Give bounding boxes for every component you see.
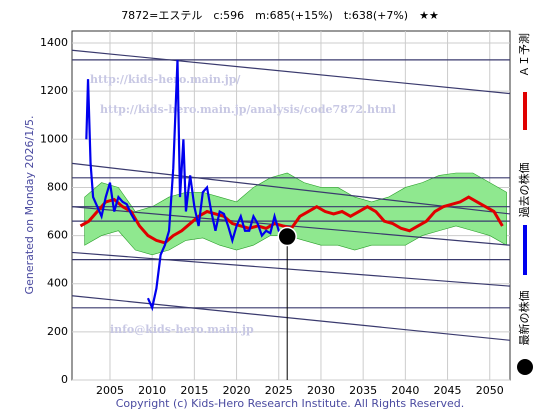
y-tick-label: 200 — [47, 325, 68, 338]
legend-label: ＡＩ予測 — [517, 33, 531, 77]
legend-swatch — [517, 359, 533, 375]
x-tick-label: 2005 — [96, 384, 124, 397]
legend-label: 最新の株価 — [517, 291, 531, 346]
x-tick-label: 2025 — [265, 384, 293, 397]
x-tick-label: 2040 — [391, 384, 419, 397]
footer: Copyright (c) Kids-Hero Research Institu… — [116, 397, 465, 410]
y-tick-label: 600 — [47, 229, 68, 242]
latest-point — [277, 226, 297, 247]
trend-line — [71, 295, 511, 341]
series-line — [85, 59, 284, 312]
watermark: http://kids-hero.main.jp/analysis/code78… — [100, 103, 396, 116]
y-tick-label: 1000 — [40, 132, 68, 145]
x-tick-label: 2010 — [138, 384, 166, 397]
watermark: info@kids-hero.main.jp — [110, 323, 254, 336]
chart-title: 7872=エステル c:596 m:685(+15%) t:638(+7%) ★… — [121, 9, 439, 22]
trend-line — [71, 162, 511, 215]
x-tick-label: 2050 — [476, 384, 504, 397]
trend-line — [71, 206, 511, 246]
trend-line — [71, 49, 511, 95]
y-tick-label: 0 — [61, 373, 68, 386]
y-tick-label: 1400 — [40, 36, 68, 49]
watermark: http://kids-hero.main.jp/ — [90, 73, 241, 86]
y-axis-label: Generated on Monday 2026/1/5. — [23, 116, 36, 295]
y-tick-label: 400 — [47, 277, 68, 290]
trend-line — [71, 251, 511, 287]
x-tick-label: 2045 — [434, 384, 462, 397]
x-tick-label: 2035 — [349, 384, 377, 397]
x-tick-label: 2020 — [223, 384, 251, 397]
x-tick-label: 2030 — [307, 384, 335, 397]
x-tick-label: 2015 — [180, 384, 208, 397]
y-tick-label: 1200 — [40, 84, 68, 97]
legend-label: 過去の株価 — [517, 163, 531, 218]
y-tick-label: 800 — [47, 180, 68, 193]
